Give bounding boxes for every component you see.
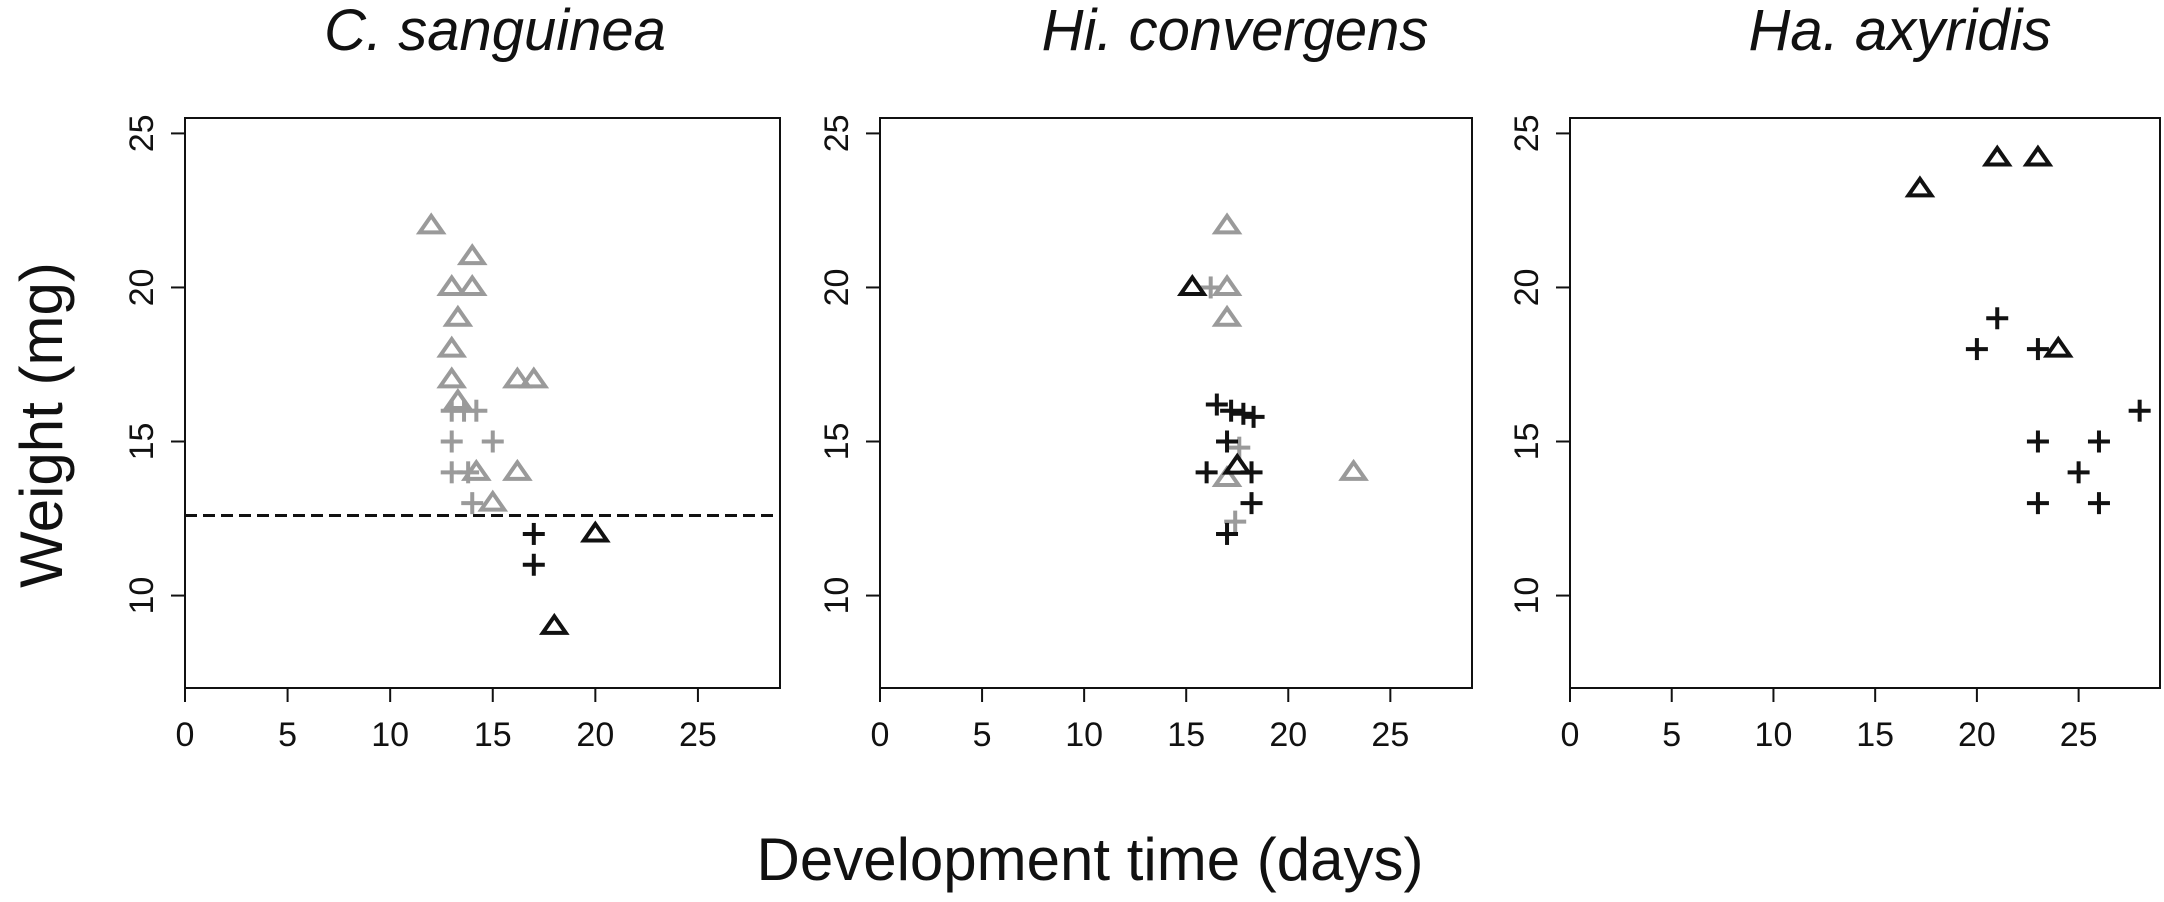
x-tick-label: 0 [1561,716,1580,754]
x-tick-label: 25 [1371,716,1409,754]
triangle-point [580,520,611,543]
plot-frame [1569,117,2161,689]
x-tick-label: 5 [278,716,297,754]
x-tick-label: 10 [1755,716,1793,754]
triangle-point [502,366,533,389]
y-tick-label: 10 [123,577,161,615]
x-axis-title: Development time (days) [757,826,1424,893]
y-tick-label: 15 [818,423,856,461]
triangle-point [1211,212,1243,235]
triangle-point [477,489,509,512]
x-tick-label: 15 [474,716,512,754]
triangle-point [1904,175,1936,198]
plus-point [1986,307,2009,330]
triangle-point [456,273,488,296]
x-tick-label: 15 [1167,716,1205,754]
y-tick-label: 15 [123,423,161,461]
triangle-point [415,212,447,235]
x-tick-label: 20 [1958,716,1996,754]
y-tick-label: 25 [818,114,856,152]
x-tick-label: 20 [1269,716,1307,754]
panel-title: Hi. convergens [1042,0,1429,63]
plus-point [1195,461,1218,484]
plus-point [522,522,545,545]
triangle-point [518,366,550,389]
triangle-point [436,335,468,358]
triangle-point [436,366,468,389]
plus-point [1216,522,1239,545]
y-tick-label: 10 [1508,577,1546,615]
triangle-point [442,304,474,327]
triangle-point [456,243,488,266]
plus-point [1220,399,1243,422]
x-tick-label: 15 [1856,716,1894,754]
plus-point [457,461,480,484]
x-tick-label: 25 [2060,716,2098,754]
triangle-point [1338,458,1369,481]
x-tick-label: 5 [1662,716,1681,754]
panel-1: C. sanguinea 0 5 10 15 20 25 10 15 20 25 [123,0,781,754]
plus-point [2087,430,2110,453]
x-tick-label: 0 [176,716,195,754]
plus-point [1216,430,1239,453]
plus-point [461,492,484,515]
x-tick-label: 20 [576,716,614,754]
plus-point [2128,399,2151,422]
plus-point [1228,436,1251,459]
triangle-point [2022,144,2054,167]
plus-point [1240,461,1263,484]
triangle-point [2042,335,2074,358]
plus-point [481,430,504,453]
plot-frame [879,117,1473,689]
triangle-point [1221,452,1253,475]
y-tick-label: 10 [818,577,856,615]
plus-point [2087,492,2110,515]
y-tick-label: 20 [818,269,856,307]
plot-frame [184,117,781,689]
plus-point [2067,461,2090,484]
plus-point [2026,430,2049,453]
triangle-point [502,458,533,481]
plus-point [1965,338,1988,361]
y-tick-label: 15 [1508,423,1546,461]
x-tick-label: 0 [871,716,890,754]
plus-point [1240,492,1263,515]
panel-title: Ha. axyridis [1749,0,2052,63]
x-tick-label: 10 [371,716,409,754]
plus-point [1199,276,1222,299]
triangle-point [436,273,468,296]
plus-point [1205,393,1228,416]
y-tick-label: 25 [123,114,161,152]
plus-point [2026,492,2049,515]
plus-point [522,553,545,576]
x-tick-label: 10 [1065,716,1103,754]
panel-title: C. sanguinea [324,0,666,63]
x-tick-label: 5 [973,716,992,754]
plus-point [465,399,488,422]
y-tick-label: 20 [123,269,161,307]
plus-point [1242,405,1265,428]
plus-point [440,430,463,453]
y-axis-title: Weight (mg) [8,262,75,588]
panel-2: Hi. convergens 0 5 10 15 20 25 10 15 20 25 [818,0,1473,754]
y-tick-label: 25 [1508,114,1546,152]
x-tick-label: 25 [679,716,717,754]
plus-point [2026,338,2049,361]
panel-3: Ha. axyridis 0 5 10 15 20 25 10 15 20 25 [1508,0,2161,754]
triangle-point [1981,144,2013,167]
triangle-point [1211,304,1243,327]
triangle-point [1176,273,1208,296]
plus-point [1224,510,1247,533]
triangle-point [1211,464,1243,487]
plus-point [1232,402,1255,425]
triangle-point [538,612,570,635]
y-tick-label: 20 [1508,269,1546,307]
